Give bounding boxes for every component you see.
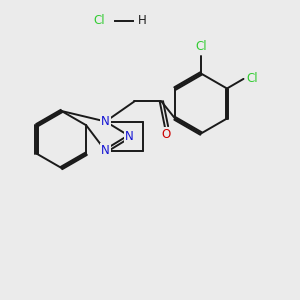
Text: O: O	[162, 128, 171, 141]
Text: N: N	[101, 144, 110, 158]
Text: N: N	[101, 115, 110, 128]
Text: N: N	[125, 130, 134, 143]
Text: Cl: Cl	[247, 72, 258, 86]
Text: H: H	[138, 14, 147, 28]
Text: Cl: Cl	[195, 40, 207, 53]
Text: Cl: Cl	[93, 14, 105, 28]
